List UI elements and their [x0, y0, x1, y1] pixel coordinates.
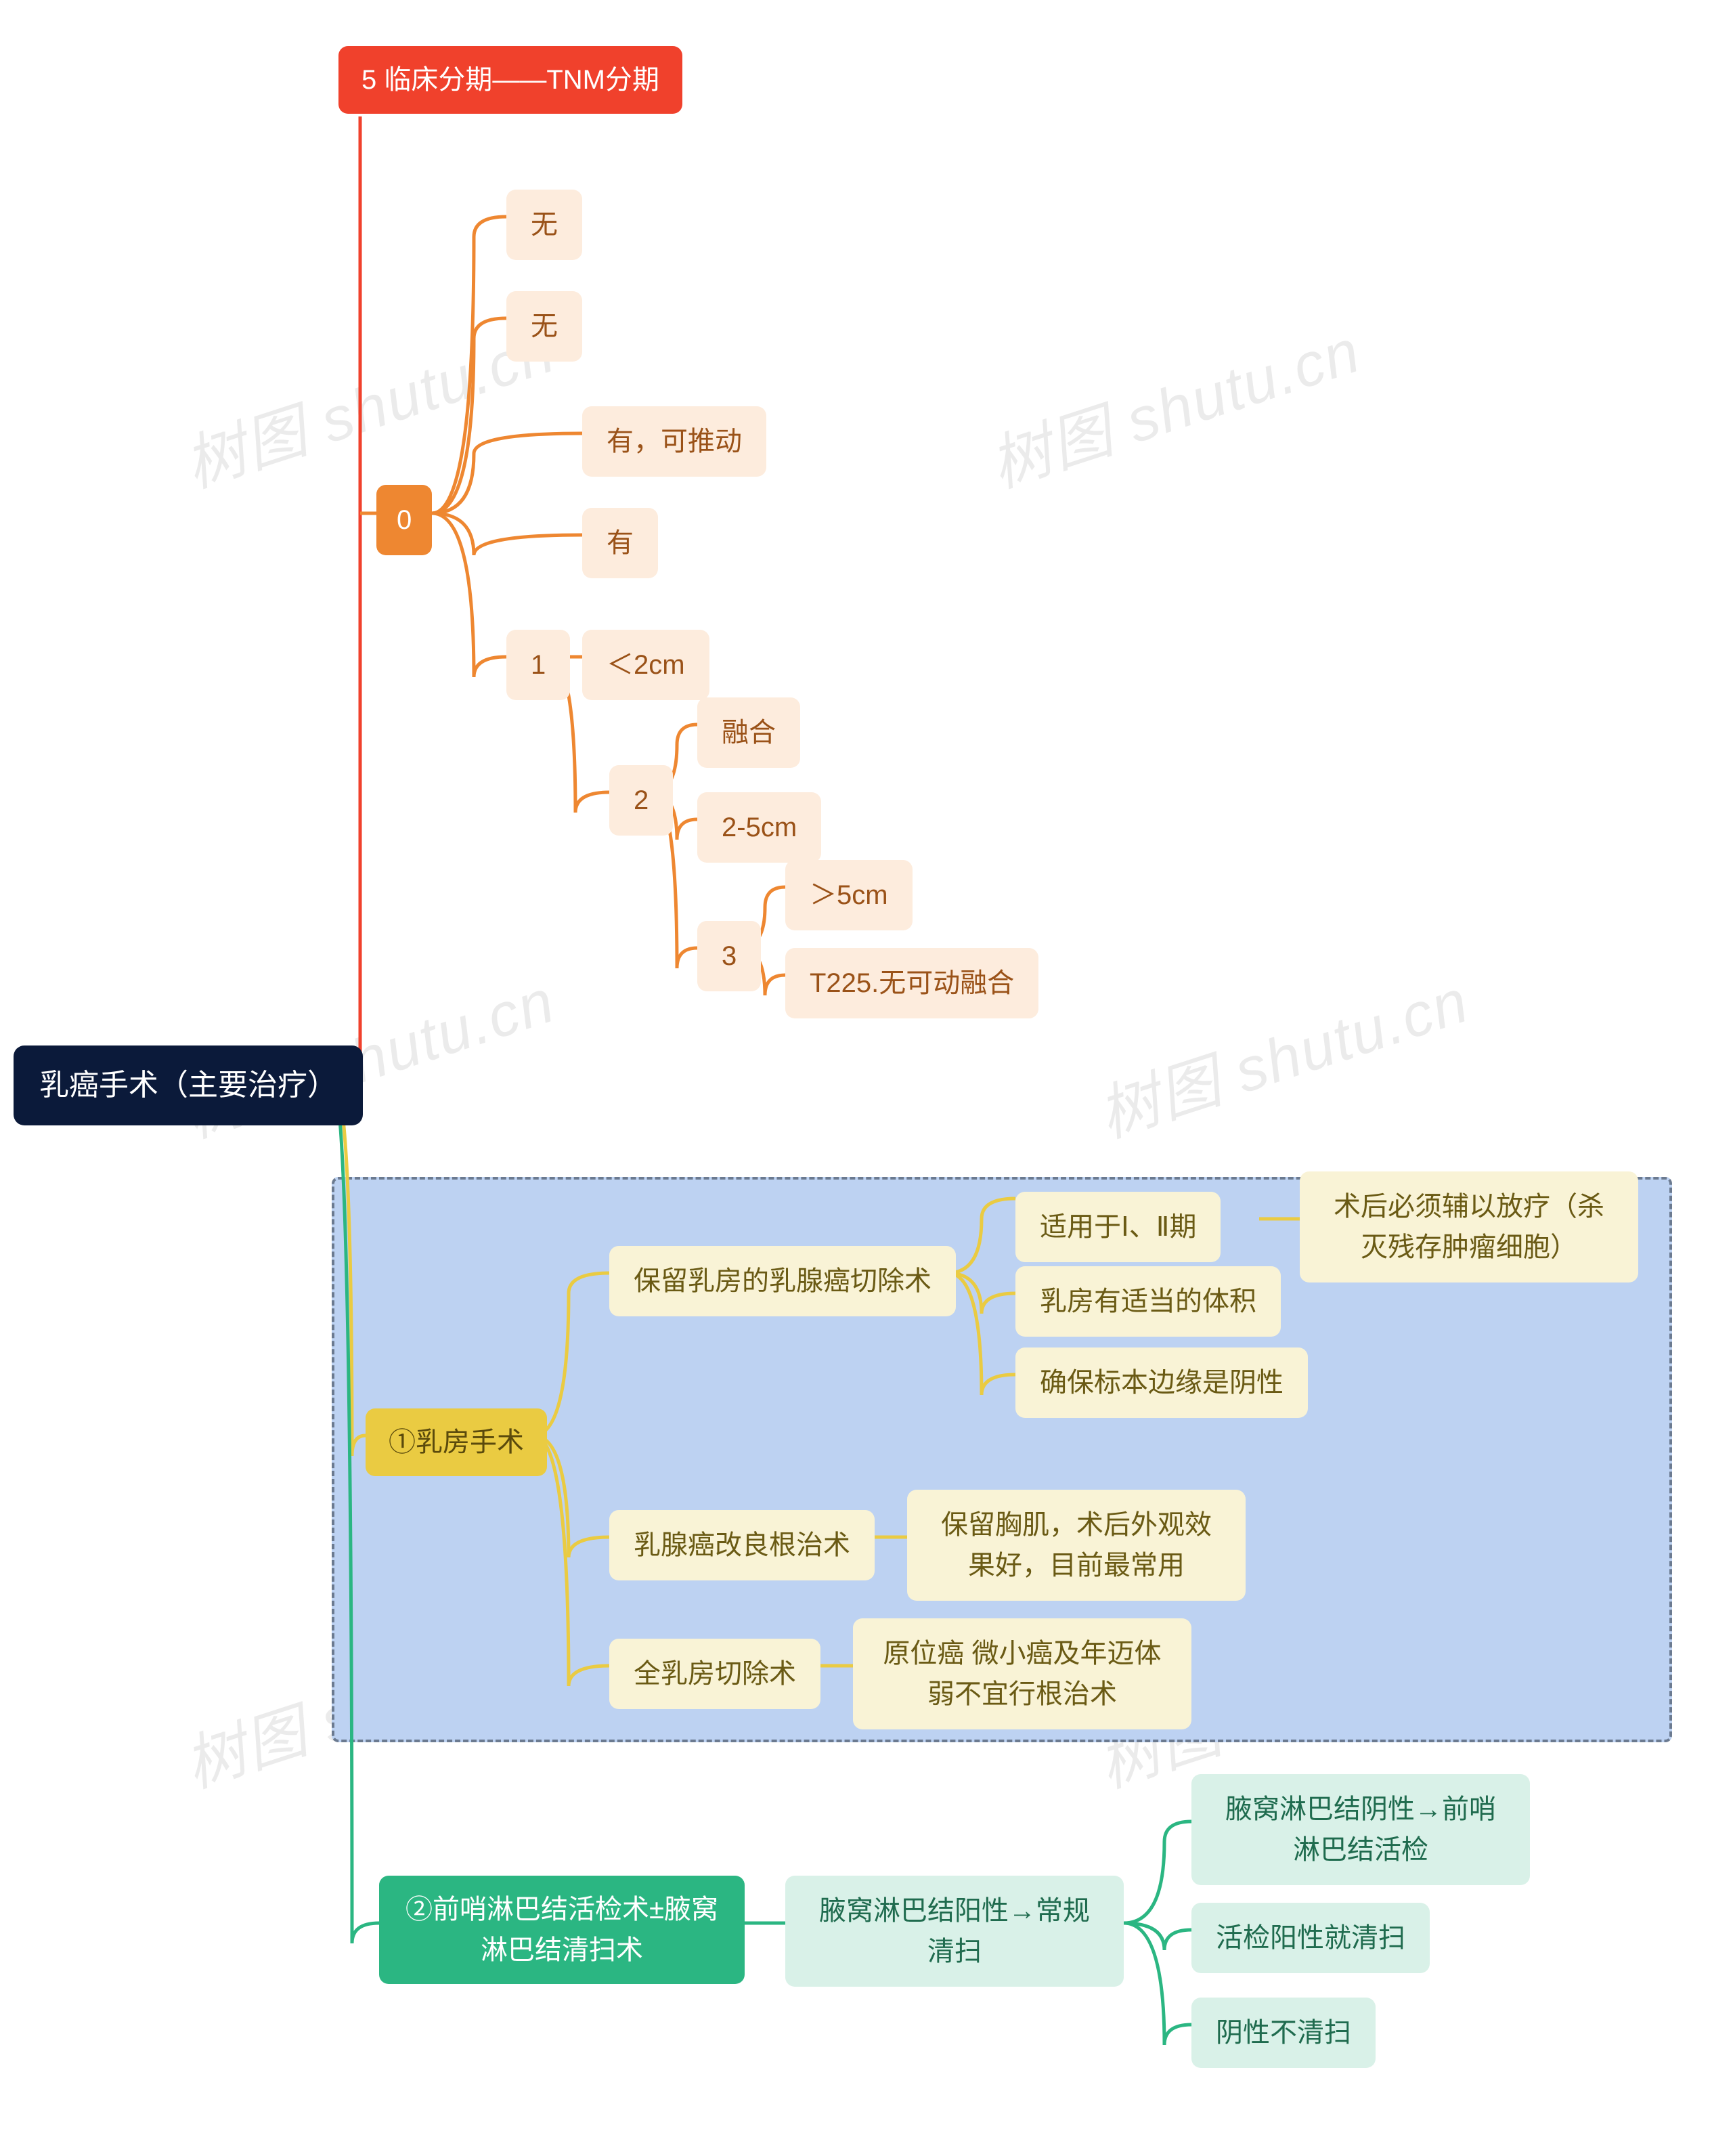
node-orange-3-t225[interactable]: T225.无可动融合	[785, 948, 1038, 1018]
node-orange-movable[interactable]: 有，可推动	[582, 406, 766, 477]
node-green-leaf-3[interactable]: 阴性不清扫	[1191, 1998, 1376, 2068]
node-yellow-modified-radical[interactable]: 乳腺癌改良根治术	[609, 1510, 875, 1580]
node-orange-2[interactable]: 2	[609, 765, 673, 836]
watermark: 树图 shutu.cn	[1086, 952, 1478, 1155]
node-yellow-modified-radical-leaf[interactable]: 保留胸肌，术后外观效果好，目前最常用	[907, 1490, 1246, 1601]
node-green-positive[interactable]: 腋窝淋巴结阳性→常规清扫	[785, 1876, 1124, 1987]
node-yellow-volume[interactable]: 乳房有适当的体积	[1015, 1266, 1281, 1337]
node-red-tnm[interactable]: 5 临床分期——TNM分期	[338, 46, 682, 114]
node-yellow-breast-surgery[interactable]: ①乳房手术	[366, 1408, 547, 1476]
node-orange-1-lt2[interactable]: ＜2cm	[582, 630, 709, 700]
node-green-sentinel[interactable]: ②前哨淋巴结活检术±腋窝淋巴结清扫术	[379, 1876, 745, 1984]
node-yellow-preserve[interactable]: 保留乳房的乳腺癌切除术	[609, 1246, 956, 1316]
node-orange-0[interactable]: 0	[376, 485, 432, 555]
watermark: 树图 shutu.cn	[978, 302, 1370, 504]
node-yellow-total-mastectomy[interactable]: 全乳房切除术	[609, 1639, 820, 1709]
node-yellow-total-mastectomy-leaf[interactable]: 原位癌 微小癌及年迈体弱不宜行根治术	[853, 1618, 1191, 1729]
node-yellow-stage12[interactable]: 适用于Ⅰ、Ⅱ期	[1015, 1192, 1221, 1262]
node-yellow-radiotherapy[interactable]: 术后必须辅以放疗（杀灭残存肿瘤细胞）	[1300, 1171, 1638, 1282]
node-orange-none-1[interactable]: 无	[506, 190, 582, 260]
node-orange-3-gt5[interactable]: ＞5cm	[785, 860, 913, 930]
node-orange-1[interactable]: 1	[506, 630, 570, 700]
node-orange-2-merge[interactable]: 融合	[697, 697, 800, 768]
node-orange-3[interactable]: 3	[697, 921, 761, 991]
root-node[interactable]: 乳癌手术（主要治疗）	[14, 1045, 363, 1125]
node-green-leaf-1[interactable]: 腋窝淋巴结阴性→前哨淋巴结活检	[1191, 1774, 1530, 1885]
node-orange-yes[interactable]: 有	[582, 508, 658, 578]
node-green-leaf-2[interactable]: 活检阳性就清扫	[1191, 1903, 1430, 1973]
node-orange-none-2[interactable]: 无	[506, 291, 582, 362]
node-yellow-negative-margin[interactable]: 确保标本边缘是阴性	[1015, 1348, 1308, 1418]
mindmap-canvas: 树图 shutu.cn 树图 shutu.cn 树图 shutu.cn 树图 s…	[0, 0, 1733, 2156]
watermark: 树图 shutu.cn	[172, 302, 565, 504]
node-orange-2-25cm[interactable]: 2-5cm	[697, 792, 821, 863]
